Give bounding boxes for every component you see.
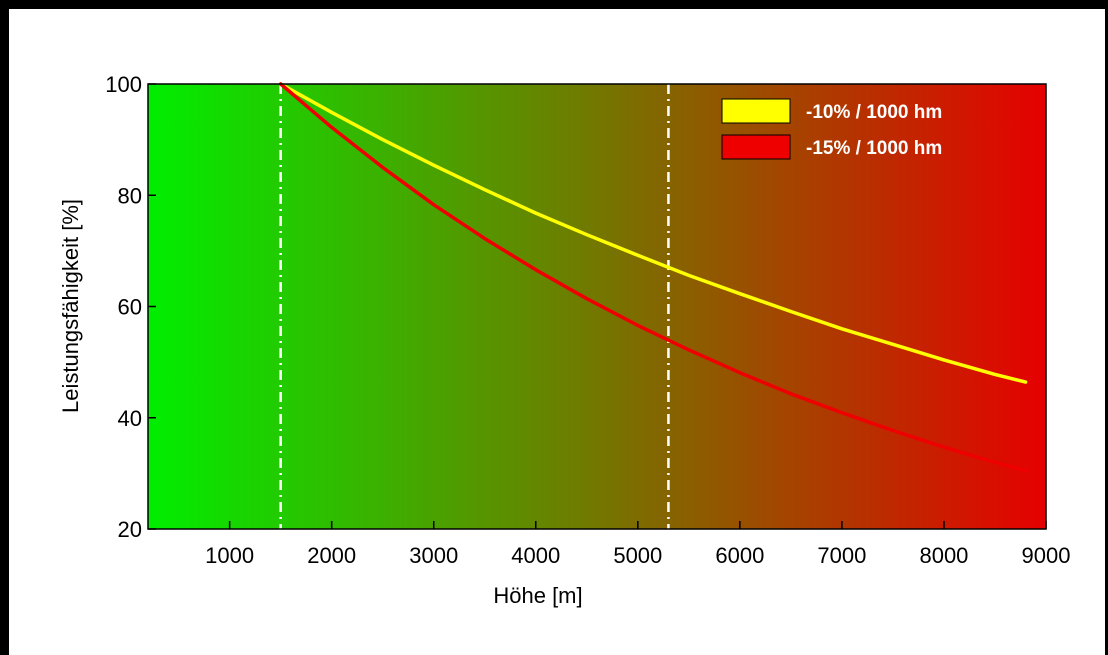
y-tick-label: 100 — [105, 72, 142, 97]
series-line-1 — [278, 82, 1028, 384]
x-axis-label: Höhe [m] — [493, 583, 582, 608]
series-lines — [278, 82, 1028, 473]
x-tick-label: 2000 — [307, 543, 356, 568]
y-axis-ticks: 20 40 60 80 100 — [105, 72, 156, 542]
x-tick-label: 8000 — [919, 543, 968, 568]
y-tick-label: 60 — [118, 295, 142, 320]
legend-swatch — [721, 98, 791, 124]
y-tick-label: 20 — [118, 517, 142, 542]
y-tick-label: 80 — [118, 183, 142, 208]
x-tick-label: 7000 — [817, 543, 866, 568]
legend-swatch — [721, 134, 791, 160]
reference-lines — [279, 84, 670, 529]
x-tick-label: 9000 — [1022, 543, 1071, 568]
y-axis-label: Leistungsfähigkeit [%] — [58, 199, 83, 413]
legend-label: -10% / 1000 hm — [806, 102, 942, 123]
x-tick-label: 5000 — [613, 543, 662, 568]
legend: -10% / 1000 hm -15% / 1000 hm — [721, 98, 942, 160]
legend-label: -15% / 1000 hm — [806, 138, 942, 159]
y-tick-label: 40 — [118, 406, 142, 431]
plot-area — [148, 84, 1046, 529]
x-tick-label: 6000 — [715, 543, 764, 568]
x-axis-ticks: 1000 2000 3000 4000 5000 6000 7000 8000 9000 — [205, 521, 1070, 568]
x-tick-label: 1000 — [205, 543, 254, 568]
x-tick-label: 3000 — [409, 543, 458, 568]
x-tick-label: 4000 — [511, 543, 560, 568]
series-line-2 — [278, 82, 1028, 473]
